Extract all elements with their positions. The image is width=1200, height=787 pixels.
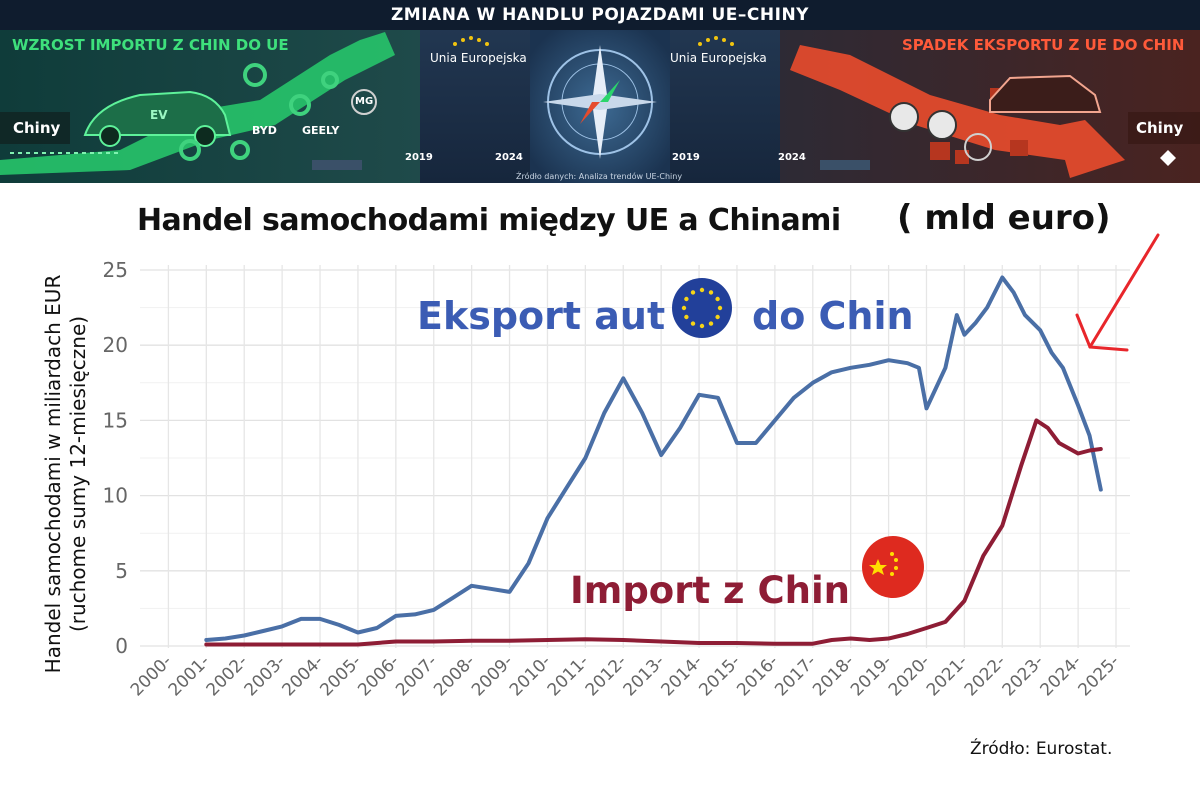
eu-label-left: Unia Europejska	[430, 51, 527, 65]
bmw-logo-icon	[927, 110, 957, 140]
ship-right-icon	[820, 160, 870, 170]
banner-graphics	[0, 30, 1200, 183]
import-series-line	[204, 418, 1103, 647]
x-tick-label: 2008-	[430, 651, 479, 700]
chart-series	[204, 275, 1103, 647]
x-tick-label: 2014-	[658, 651, 707, 700]
right-country-box	[1128, 112, 1200, 144]
left-country-box	[0, 112, 70, 144]
classic-car-icon	[989, 74, 1102, 113]
year-left-start: 2019	[405, 152, 433, 163]
x-tick-label: 2024-	[1037, 651, 1086, 700]
ev-badge: EV	[150, 108, 168, 122]
x-tick-label: 2016-	[733, 651, 782, 700]
y-axis-label-line2: (ruchome sumy 12-miesięczne)	[66, 315, 90, 633]
china-flag-icon	[862, 536, 924, 598]
brand-left-3: MG	[355, 96, 374, 107]
x-axis-ticks: 2000-2001-2002-2003-2004-2005-2006-2007-…	[127, 651, 1124, 700]
source-note: Źródło: Eurostat.	[970, 739, 1113, 759]
brand-left-2: GEELY	[302, 124, 340, 137]
eu-label-right: Unia Europejska	[670, 51, 767, 65]
banner-left-heading: WZROST IMPORTU Z CHIN DO UE	[12, 36, 289, 54]
banner-left-country: Chiny	[13, 119, 61, 137]
y-tick-label: 25	[103, 258, 128, 282]
y-tick-label: 20	[103, 333, 128, 357]
export-series-line	[204, 275, 1103, 642]
y-tick-label: 5	[115, 559, 128, 583]
y-tick-label: 10	[103, 484, 128, 508]
x-tick-label: 2019-	[847, 651, 896, 700]
x-tick-label: 2001-	[165, 651, 214, 700]
mg-logo-icon	[351, 89, 377, 115]
chart: 0 5 10 15 20 25 2000-2001-2002-2003-2004-2005…	[103, 233, 1160, 700]
x-tick-label: 2009-	[468, 651, 517, 700]
y-tick-label: 0	[115, 634, 128, 658]
x-tick-label: 2025-	[1074, 651, 1123, 700]
y-axis-ticks: 0 5 10 15 20 25	[103, 258, 128, 658]
x-tick-label: 2005-	[316, 651, 365, 700]
falling-arrow-icon	[790, 45, 1125, 178]
ev-car-icon	[83, 90, 232, 136]
x-tick-label: 2004-	[278, 651, 327, 700]
x-tick-label: 2000-	[127, 651, 176, 700]
y-axis-label: Handel samochodami w miliardach EUR (ruc…	[41, 254, 91, 694]
x-tick-label: 2007-	[392, 651, 441, 700]
x-tick-label: 2011-	[544, 651, 593, 700]
mercedes-logo-icon	[964, 133, 992, 161]
x-tick-label: 2006-	[354, 651, 403, 700]
x-tick-label: 2013-	[620, 651, 669, 700]
x-tick-label: 2002-	[203, 651, 252, 700]
x-tick-label: 2010-	[506, 651, 555, 700]
annotation-arrow-icon	[1075, 233, 1160, 352]
x-tick-label: 2015-	[695, 651, 744, 700]
x-tick-label: 2012-	[582, 651, 631, 700]
x-tick-label: 2017-	[771, 651, 820, 700]
year-left-end: 2024	[495, 152, 523, 163]
export-label-part2: do Chin	[752, 294, 914, 338]
x-tick-label: 2018-	[809, 651, 858, 700]
ship-left-icon	[312, 160, 362, 170]
banner-source: Źródło danych: Analiza trendów UE-Chiny	[516, 172, 683, 181]
banner-title: ZMIANA W HANDLU POJAZDAMI UE–CHINY	[0, 0, 1200, 30]
banner-right-country: Chiny	[1136, 119, 1184, 137]
eu-stars-right-icon	[698, 36, 734, 46]
x-tick-label: 2022-	[961, 651, 1010, 700]
eu-flag-icon	[672, 278, 732, 338]
x-tick-label: 2003-	[241, 651, 290, 700]
chart-title: Handel samochodami między UE a Chinami	[137, 203, 841, 238]
y-axis-label-line1: Handel samochodami w miliardach EUR	[41, 274, 65, 674]
x-tick-label: 2023-	[999, 651, 1048, 700]
year-right-start: 2019	[672, 152, 700, 163]
brand-left-1: BYD	[252, 124, 277, 137]
x-tick-label: 2020-	[885, 651, 934, 700]
banner-right-heading: SPADEK EKSPORTU Z UE DO CHIN	[902, 36, 1185, 54]
chart-grid	[140, 265, 1130, 648]
chart-unit-note: ( mld euro)	[897, 198, 1111, 238]
x-tick-label: 2021-	[923, 651, 972, 700]
banner: ZMIANA W HANDLU POJAZDAMI UE–CHINY WZROS…	[0, 0, 1200, 183]
import-label: Import z Chin	[570, 569, 850, 612]
rising-arrow-icon	[0, 32, 395, 175]
y-tick-label: 15	[103, 408, 128, 432]
sparkle-icon	[1160, 150, 1176, 166]
vw-logo-icon	[889, 102, 919, 132]
gears-icon	[179, 63, 339, 161]
eu-stars-left-icon	[453, 36, 489, 46]
export-label-part1: Eksport aut	[417, 294, 666, 338]
year-right-end: 2024	[778, 152, 806, 163]
